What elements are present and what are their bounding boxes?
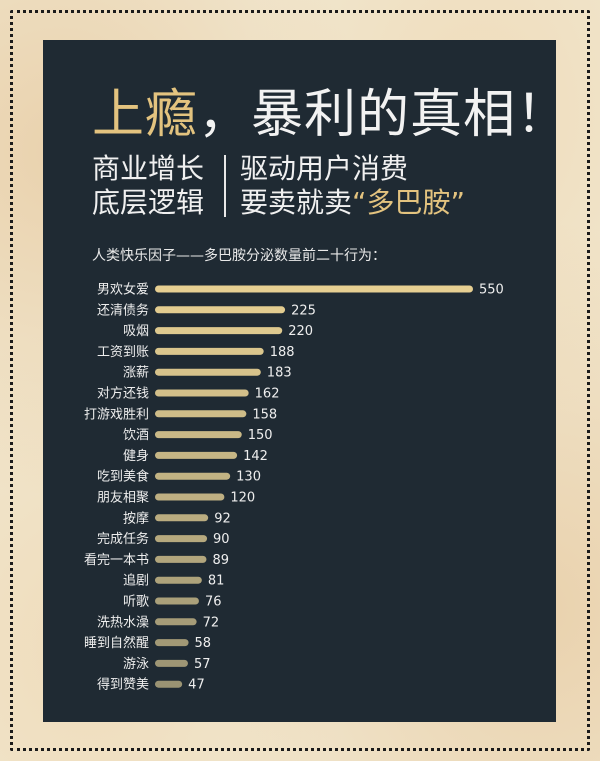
- category-label: 涨薪: [123, 366, 149, 381]
- bar: [155, 368, 261, 376]
- subtitle-right: 驱动用户消费 要卖就卖“多巴胺”: [240, 152, 465, 220]
- bar: [155, 659, 188, 667]
- category-label: 洗热水澡: [97, 615, 149, 630]
- bar: [155, 639, 189, 647]
- bar: [155, 306, 286, 314]
- value-label: 81: [208, 574, 225, 589]
- subtitle-right-line1: 驱动用户消费: [240, 152, 409, 185]
- bar: [155, 493, 225, 501]
- bar: [155, 535, 208, 543]
- value-label: 183: [267, 366, 292, 381]
- category-label: 完成任务: [97, 531, 149, 547]
- value-label: 57: [194, 657, 211, 672]
- bar: [155, 327, 283, 335]
- chart-title: 人类快乐因子——多巴胺分泌数量前二十行为：: [92, 248, 386, 264]
- value-label: 550: [479, 283, 504, 298]
- value-label: 58: [195, 636, 212, 651]
- category-label: 看完一本书: [84, 552, 149, 568]
- category-label: 饮酒: [123, 428, 149, 443]
- category-label: 打游戏胜利: [84, 407, 149, 422]
- value-label: 76: [205, 595, 222, 610]
- bar: [155, 285, 473, 293]
- category-label: 男欢女爱: [97, 282, 149, 298]
- value-label: 158: [252, 407, 277, 422]
- value-label: 225: [291, 303, 316, 318]
- page-title: 上瘾，暴利的真相！: [92, 84, 569, 146]
- bar: [155, 389, 249, 397]
- bar: [155, 514, 209, 522]
- category-label: 吃到美食: [97, 469, 149, 485]
- subtitle-quote: “多巴胺”: [352, 186, 466, 219]
- bar: [155, 451, 238, 459]
- category-label: 按摩: [123, 510, 149, 526]
- value-label: 92: [214, 511, 231, 526]
- value-label: 188: [270, 345, 295, 360]
- category-label: 对方还钱: [97, 386, 149, 402]
- dotted-frame: [10, 10, 590, 751]
- value-label: 120: [230, 491, 255, 506]
- dark-panel: [43, 40, 556, 722]
- value-label: 130: [236, 470, 261, 485]
- bar: [155, 597, 199, 605]
- value-label: 47: [188, 678, 205, 693]
- value-label: 72: [203, 615, 220, 630]
- category-label: 睡到自然醒: [84, 635, 149, 651]
- subtitle-left-line2: 底层逻辑: [92, 186, 205, 219]
- subtitle-right-line2-prefix: 要卖就卖: [240, 186, 353, 219]
- bar: [155, 410, 247, 418]
- bar: [155, 618, 197, 626]
- subtitle-left-line1: 商业增长: [92, 152, 205, 185]
- bar: [155, 472, 231, 480]
- category-label: 健身: [123, 448, 149, 464]
- subtitle-right-line2: 要卖就卖“多巴胺”: [240, 186, 465, 220]
- category-label: 朋友相聚: [97, 490, 149, 506]
- value-label: 150: [248, 428, 273, 443]
- title-rest: ，暴利的真相！: [198, 85, 570, 145]
- bar-chart: 男欢女爱 550 还清债务 225 吸烟 220 工资到账 188 涨薪 183 对方还钱 162 打游…: [84, 282, 504, 693]
- bar: [155, 431, 242, 439]
- bar: [155, 347, 264, 355]
- category-label: 听歌: [123, 595, 149, 610]
- category-label: 工资到账: [97, 345, 149, 360]
- value-label: 89: [212, 553, 229, 568]
- value-label: 220: [288, 324, 313, 339]
- value-label: 142: [243, 449, 268, 464]
- bar: [155, 680, 183, 688]
- category-label: 还清债务: [97, 302, 149, 318]
- bar: [155, 576, 202, 584]
- category-label: 追剧: [123, 573, 149, 589]
- category-label: 吸烟: [123, 324, 149, 339]
- subtitle-divider: [224, 155, 226, 217]
- category-label: 游泳: [123, 657, 149, 672]
- title-highlight: 上瘾: [92, 85, 199, 145]
- subtitle-left: 商业增长 底层逻辑: [92, 152, 204, 220]
- category-label: 得到赞美: [97, 677, 149, 693]
- bar: [155, 555, 207, 563]
- value-label: 162: [255, 387, 280, 402]
- value-label: 90: [213, 532, 230, 547]
